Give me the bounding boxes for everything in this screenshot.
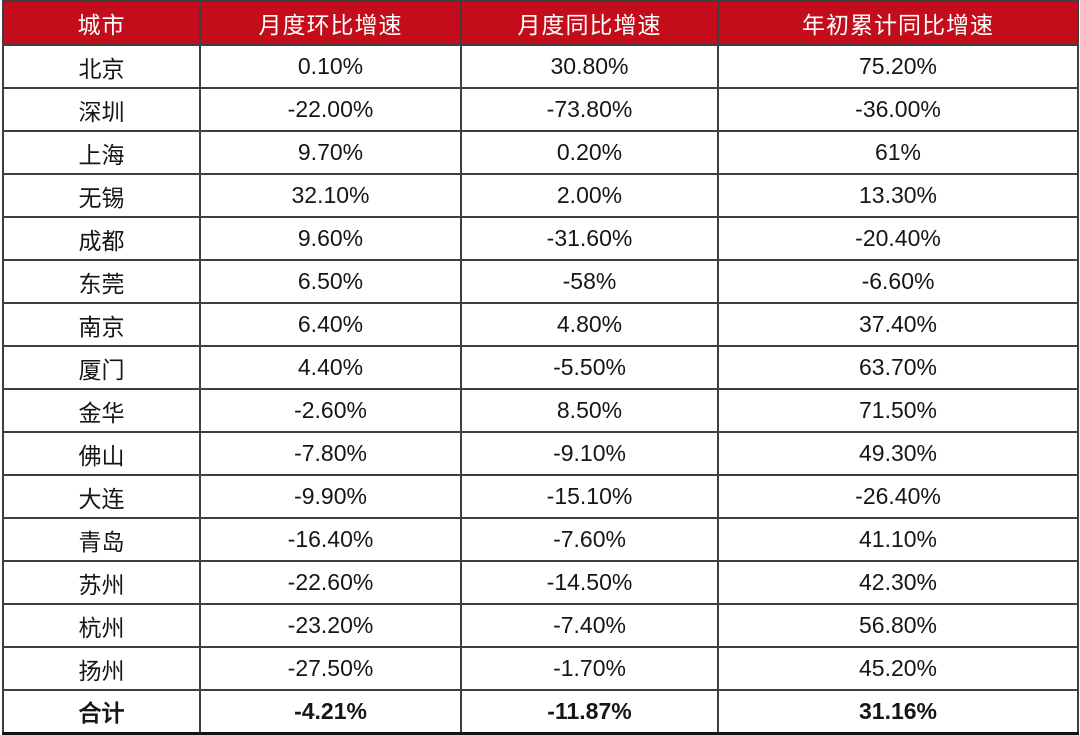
mom-growth-cell: 6.50% bbox=[199, 259, 462, 304]
city-cell: 杭州 bbox=[2, 603, 201, 648]
col-header-monthly-mom-growth: 月度环比增速 bbox=[199, 0, 462, 46]
yoy-growth-cell: 4.80% bbox=[460, 302, 719, 347]
yoy-growth-cell: -31.60% bbox=[460, 216, 719, 261]
ytd-growth-cell: 56.80% bbox=[717, 603, 1079, 648]
yoy-growth-cell: -5.50% bbox=[460, 345, 719, 390]
yoy-growth-cell: 0.20% bbox=[460, 130, 719, 175]
table-row: 杭州 -23.20% -7.40% 56.80% bbox=[2, 603, 1079, 648]
table-row: 上海 9.70% 0.20% 61% bbox=[2, 130, 1079, 175]
city-cell: 青岛 bbox=[2, 517, 201, 562]
city-cell: 苏州 bbox=[2, 560, 201, 605]
yoy-growth-cell: -58% bbox=[460, 259, 719, 304]
yoy-growth-cell: -73.80% bbox=[460, 87, 719, 132]
table-row: 东莞 6.50% -58% -6.60% bbox=[2, 259, 1079, 304]
city-cell: 扬州 bbox=[2, 646, 201, 691]
mom-growth-cell: -7.80% bbox=[199, 431, 462, 476]
table-row: 无锡 32.10% 2.00% 13.30% bbox=[2, 173, 1079, 218]
table-row: 大连 -9.90% -15.10% -26.40% bbox=[2, 474, 1079, 519]
col-header-city: 城市 bbox=[2, 0, 201, 46]
table-row: 扬州 -27.50% -1.70% 45.20% bbox=[2, 646, 1079, 691]
mom-growth-cell: -23.20% bbox=[199, 603, 462, 648]
city-cell: 无锡 bbox=[2, 173, 201, 218]
table-row: 青岛 -16.40% -7.60% 41.10% bbox=[2, 517, 1079, 562]
city-cell: 南京 bbox=[2, 302, 201, 347]
total-row: 合计 -4.21% -11.87% 31.16% bbox=[2, 689, 1079, 734]
table-header: 城市 月度环比增速 月度同比增速 年初累计同比增速 bbox=[2, 0, 1079, 46]
total-yoy-cell: -11.87% bbox=[460, 689, 719, 734]
city-cell: 成都 bbox=[2, 216, 201, 261]
mom-growth-cell: -22.60% bbox=[199, 560, 462, 605]
city-cell: 北京 bbox=[2, 44, 201, 89]
mom-growth-cell: -9.90% bbox=[199, 474, 462, 519]
table-row: 南京 6.40% 4.80% 37.40% bbox=[2, 302, 1079, 347]
yoy-growth-cell: 8.50% bbox=[460, 388, 719, 433]
ytd-growth-cell: 63.70% bbox=[717, 345, 1079, 390]
yoy-growth-cell: 30.80% bbox=[460, 44, 719, 89]
city-cell: 东莞 bbox=[2, 259, 201, 304]
ytd-growth-cell: -6.60% bbox=[717, 259, 1079, 304]
table-body: 北京 0.10% 30.80% 75.20% 深圳 -22.00% -73.80% -36.0… bbox=[2, 44, 1079, 691]
total-mom-cell: -4.21% bbox=[199, 689, 462, 734]
table-row: 厦门 4.40% -5.50% 63.70% bbox=[2, 345, 1079, 390]
mom-growth-cell: -22.00% bbox=[199, 87, 462, 132]
table-row: 成都 9.60% -31.60% -20.40% bbox=[2, 216, 1079, 261]
city-cell: 深圳 bbox=[2, 87, 201, 132]
ytd-growth-cell: 42.30% bbox=[717, 560, 1079, 605]
ytd-growth-cell: -36.00% bbox=[717, 87, 1079, 132]
ytd-growth-cell: 41.10% bbox=[717, 517, 1079, 562]
city-cell: 佛山 bbox=[2, 431, 201, 476]
mom-growth-cell: -16.40% bbox=[199, 517, 462, 562]
ytd-growth-cell: 71.50% bbox=[717, 388, 1079, 433]
ytd-growth-cell: -20.40% bbox=[717, 216, 1079, 261]
table-row: 深圳 -22.00% -73.80% -36.00% bbox=[2, 87, 1079, 132]
mom-growth-cell: 4.40% bbox=[199, 345, 462, 390]
yoy-growth-cell: -15.10% bbox=[460, 474, 719, 519]
header-row: 城市 月度环比增速 月度同比增速 年初累计同比增速 bbox=[2, 0, 1079, 46]
city-cell: 上海 bbox=[2, 130, 201, 175]
yoy-growth-cell: -7.60% bbox=[460, 517, 719, 562]
mom-growth-cell: 32.10% bbox=[199, 173, 462, 218]
mom-growth-cell: 0.10% bbox=[199, 44, 462, 89]
mom-growth-cell: 9.60% bbox=[199, 216, 462, 261]
yoy-growth-cell: -1.70% bbox=[460, 646, 719, 691]
ytd-growth-cell: 13.30% bbox=[717, 173, 1079, 218]
table-row: 佛山 -7.80% -9.10% 49.30% bbox=[2, 431, 1079, 476]
total-label-cell: 合计 bbox=[2, 689, 201, 734]
table-row: 苏州 -22.60% -14.50% 42.30% bbox=[2, 560, 1079, 605]
ytd-growth-cell: 75.20% bbox=[717, 44, 1079, 89]
mom-growth-cell: -27.50% bbox=[199, 646, 462, 691]
total-ytd-cell: 31.16% bbox=[717, 689, 1079, 734]
ytd-growth-cell: 45.20% bbox=[717, 646, 1079, 691]
mom-growth-cell: 6.40% bbox=[199, 302, 462, 347]
ytd-growth-cell: -26.40% bbox=[717, 474, 1079, 519]
table-row: 金华 -2.60% 8.50% 71.50% bbox=[2, 388, 1079, 433]
yoy-growth-cell: -7.40% bbox=[460, 603, 719, 648]
ytd-growth-cell: 49.30% bbox=[717, 431, 1079, 476]
mom-growth-cell: 9.70% bbox=[199, 130, 462, 175]
city-cell: 厦门 bbox=[2, 345, 201, 390]
mom-growth-cell: -2.60% bbox=[199, 388, 462, 433]
ytd-growth-cell: 61% bbox=[717, 130, 1079, 175]
table-row: 北京 0.10% 30.80% 75.20% bbox=[2, 44, 1079, 89]
col-header-ytd-cumulative-yoy-growth: 年初累计同比增速 bbox=[717, 0, 1079, 46]
yoy-growth-cell: 2.00% bbox=[460, 173, 719, 218]
ytd-growth-cell: 37.40% bbox=[717, 302, 1079, 347]
yoy-growth-cell: -9.10% bbox=[460, 431, 719, 476]
city-cell: 大连 bbox=[2, 474, 201, 519]
yoy-growth-cell: -14.50% bbox=[460, 560, 719, 605]
city-cell: 金华 bbox=[2, 388, 201, 433]
col-header-monthly-yoy-growth: 月度同比增速 bbox=[460, 0, 719, 46]
